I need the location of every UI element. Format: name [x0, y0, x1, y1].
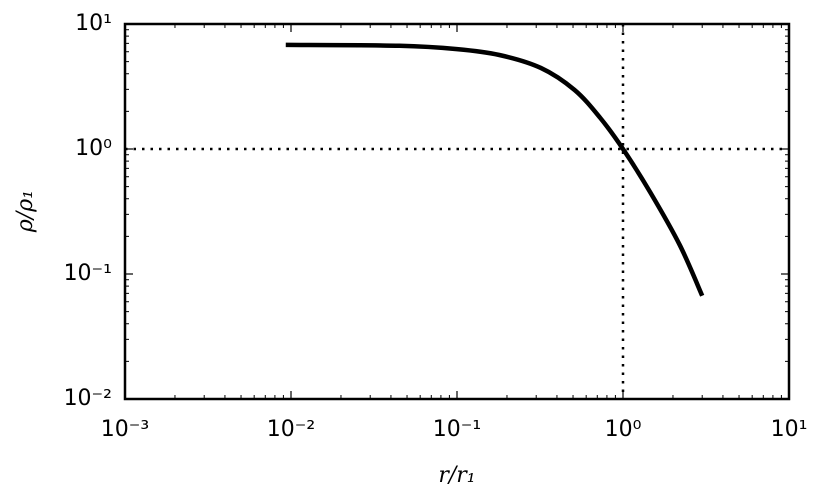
plot-frame [123, 22, 791, 401]
y-tick-label: 10¹ [75, 11, 112, 36]
y-tick-label: 10⁻² [64, 386, 112, 411]
x-axis-label: r/r₁ [438, 463, 475, 488]
y-tick-label: 10⁰ [75, 136, 112, 161]
y-axis-label: ρ/ρ₁ [13, 190, 38, 233]
y-tick-label: 10⁻¹ [64, 261, 112, 286]
x-tick-label: 10⁻¹ [433, 417, 481, 442]
x-tick-label: 10¹ [771, 417, 808, 442]
data-line [285, 42, 705, 297]
x-tick-label: 10⁻³ [101, 417, 149, 442]
x-tick-label: 10⁰ [605, 417, 642, 442]
x-tick-label: 10⁻² [267, 417, 315, 442]
